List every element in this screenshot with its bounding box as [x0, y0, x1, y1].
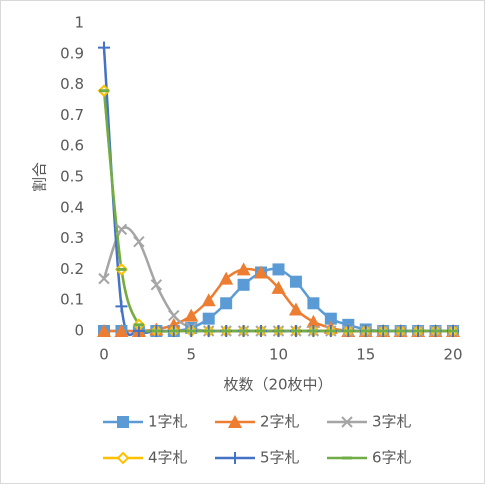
- marker: [114, 324, 129, 337]
- marker: [271, 280, 286, 294]
- x-tick-label: 0: [99, 346, 109, 364]
- marker: [115, 300, 128, 313]
- marker: [202, 312, 215, 325]
- y-tick-label: 0.6: [60, 137, 84, 155]
- x-tick-label: 5: [186, 346, 196, 364]
- legend-label: 5字札: [260, 449, 300, 467]
- marker: [117, 416, 129, 428]
- marker: [288, 302, 303, 316]
- marker: [168, 309, 180, 322]
- marker: [307, 297, 320, 310]
- marker: [219, 271, 234, 285]
- y-tick-label: 0.8: [60, 75, 84, 93]
- y-tick-label: 0.1: [60, 291, 84, 309]
- y-tick-label: 0.9: [60, 44, 84, 62]
- y-tick-label: 0: [74, 322, 84, 340]
- x-tick-label: 20: [443, 346, 462, 364]
- legend-label: 1字札: [148, 413, 188, 431]
- marker: [228, 415, 242, 428]
- x-tick-label: 15: [356, 346, 375, 364]
- x-tick-label: 10: [269, 346, 288, 364]
- marker: [236, 262, 251, 276]
- y-axis-label: 割合: [31, 162, 49, 192]
- marker: [132, 325, 145, 337]
- marker: [289, 275, 302, 288]
- marker: [341, 416, 353, 428]
- marker: [116, 451, 130, 465]
- legend-label: 6字札: [372, 449, 412, 467]
- legend-label: 2字札: [260, 413, 300, 431]
- legend-label: 4字札: [148, 449, 188, 467]
- marker: [98, 272, 110, 285]
- y-tick-label: 0.3: [60, 229, 84, 247]
- marker: [98, 41, 110, 54]
- x-axis-label: 枚数（20枚中）: [223, 376, 332, 394]
- marker: [324, 312, 337, 325]
- marker: [254, 265, 269, 279]
- marker: [237, 278, 250, 291]
- marker: [306, 314, 321, 328]
- marker: [133, 235, 145, 248]
- marker: [150, 279, 163, 291]
- y-tick-label: 0.2: [60, 260, 84, 278]
- marker: [184, 308, 199, 322]
- marker: [166, 317, 181, 331]
- marker: [229, 452, 241, 464]
- marker: [220, 297, 233, 310]
- y-tick-label: 0.4: [60, 198, 84, 216]
- legend-label: 3字札: [372, 413, 412, 431]
- marker: [97, 324, 111, 337]
- y-tick-label: 0.5: [60, 168, 84, 186]
- y-tick-label: 0.7: [60, 106, 84, 124]
- marker: [272, 263, 285, 276]
- marker: [115, 223, 128, 236]
- y-tick-label: 1: [74, 14, 84, 32]
- marker: [201, 293, 216, 307]
